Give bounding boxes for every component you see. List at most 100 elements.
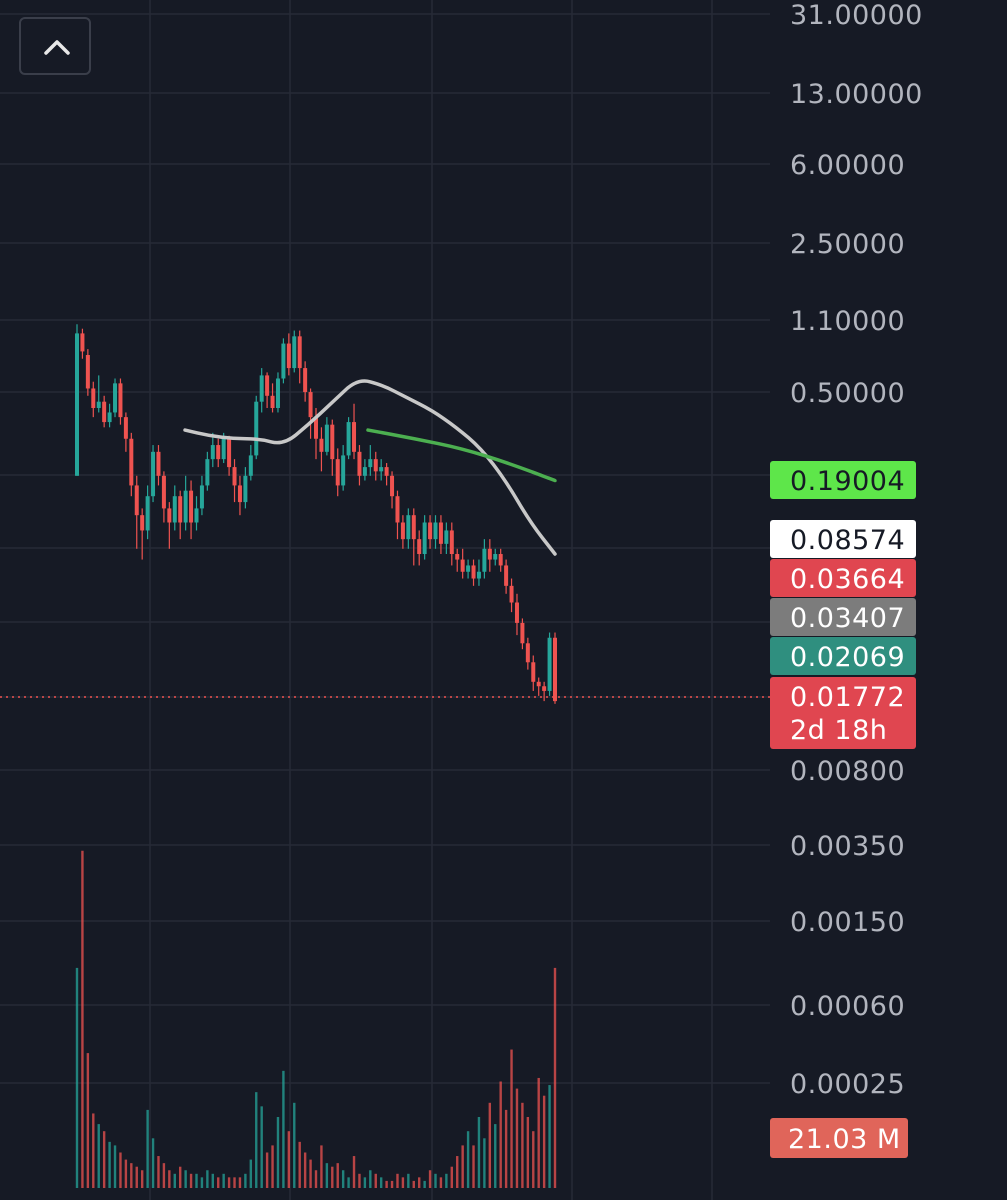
volume-bar (532, 1131, 535, 1188)
candle-body (547, 637, 552, 691)
price-axis[interactable]: 31.00000 13.00000 6.00000 2.50000 1.10000 0.5… (790, 0, 923, 1100)
volume-bar (124, 1159, 128, 1188)
volume-bar (390, 1180, 394, 1188)
candle-body (308, 392, 313, 418)
volume-bar (189, 1173, 193, 1188)
volume-bar (385, 1180, 388, 1188)
candle-body (487, 548, 492, 560)
candle-body (248, 455, 253, 476)
volume-bar (168, 1170, 171, 1188)
volume-bar (314, 1170, 318, 1188)
volume-bar (358, 1173, 361, 1188)
candle-body (422, 522, 427, 555)
volume-bar (515, 1088, 519, 1188)
candle-body (134, 485, 139, 516)
price-axis-label: 31.00000 (790, 0, 923, 31)
candle-body (91, 388, 96, 408)
chevron-up-icon (44, 40, 70, 55)
volume-bar (260, 1106, 263, 1188)
candle-body (292, 336, 297, 369)
volume-bar (450, 1166, 453, 1188)
candle-body (113, 383, 118, 413)
chart-grid (0, 0, 770, 1200)
candle-body (140, 515, 145, 531)
volume-bar (227, 1177, 231, 1188)
volume-bar (548, 1085, 551, 1188)
volume-tag (770, 1118, 908, 1158)
candle-body (352, 422, 357, 452)
candle-body (216, 445, 221, 460)
volume-bar (347, 1177, 350, 1188)
volume-bar (396, 1173, 399, 1188)
price-tags: 0.19004 0.08574 0.03664 0.03407 0.02069 0.017… (770, 461, 916, 1158)
candle-body (455, 554, 460, 560)
volume-bar (97, 1124, 100, 1188)
candle-body (297, 336, 302, 369)
price-axis-label: 0.00025 (790, 1069, 905, 1100)
volume-bar (200, 1177, 204, 1188)
volume-bar (494, 1124, 497, 1188)
price-tag (770, 598, 916, 636)
candle-body (400, 522, 405, 540)
volume-bar (293, 1102, 296, 1188)
candle-body (531, 662, 536, 682)
volume-bar (331, 1166, 334, 1188)
candle-body (384, 467, 389, 476)
price-axis-label: 2.50000 (790, 229, 905, 260)
candle-body (395, 496, 400, 523)
candle-body (542, 686, 547, 691)
volume-bar (238, 1177, 242, 1188)
volume-bar (369, 1170, 372, 1188)
candle-body (145, 496, 150, 531)
candle-body (324, 424, 329, 452)
volume-bar (206, 1170, 209, 1188)
volume-bar (244, 1173, 247, 1188)
volume-bar (374, 1173, 377, 1188)
candle-body (433, 522, 438, 540)
price-tag (770, 637, 916, 675)
collapse-button[interactable] (19, 17, 91, 75)
candle-body (504, 565, 509, 586)
volume-bar (461, 1145, 464, 1188)
price-axis-label: 0.00060 (790, 991, 905, 1022)
candle-body (281, 343, 286, 379)
price-tag (770, 677, 916, 749)
price-axis-label: 0.00350 (790, 831, 905, 862)
candle-body (482, 548, 487, 572)
volume-bar (477, 1117, 481, 1188)
candle-body (335, 459, 340, 486)
volume-bar (222, 1173, 225, 1188)
volume-bar (379, 1177, 383, 1188)
price-tag-label: 0.01772 (790, 682, 905, 713)
candle-body (221, 438, 226, 460)
volume-bar (173, 1173, 176, 1188)
price-tag-label: 0.19004 (790, 466, 905, 497)
candle-body (341, 455, 346, 486)
price-axis-label: 1.10000 (790, 306, 905, 337)
candle-body (161, 475, 166, 509)
candle-body (237, 485, 242, 503)
price-tag-label: 0.03664 (790, 564, 905, 595)
candle-body (156, 451, 161, 476)
candle-body (259, 375, 264, 402)
candle-body (362, 467, 367, 476)
volume-bar (130, 1163, 133, 1188)
candle-body (406, 515, 411, 540)
price-axis-label: 0.00150 (790, 907, 905, 938)
volume-bar (456, 1156, 459, 1188)
volume-bar (287, 1131, 291, 1188)
candle-body (514, 602, 519, 623)
candle-body (172, 496, 177, 523)
volume-bar (151, 1138, 155, 1188)
candle-body (265, 375, 270, 396)
candle-body (319, 438, 324, 452)
volume-bar (108, 1141, 111, 1188)
volume-bar (499, 1081, 502, 1188)
volume-bar (309, 1159, 312, 1188)
candle-body (493, 554, 498, 560)
price-tag-label: 0.08574 (790, 525, 905, 556)
volume-bar (504, 1109, 508, 1188)
candle-body (357, 451, 362, 476)
candle-body (471, 565, 476, 579)
